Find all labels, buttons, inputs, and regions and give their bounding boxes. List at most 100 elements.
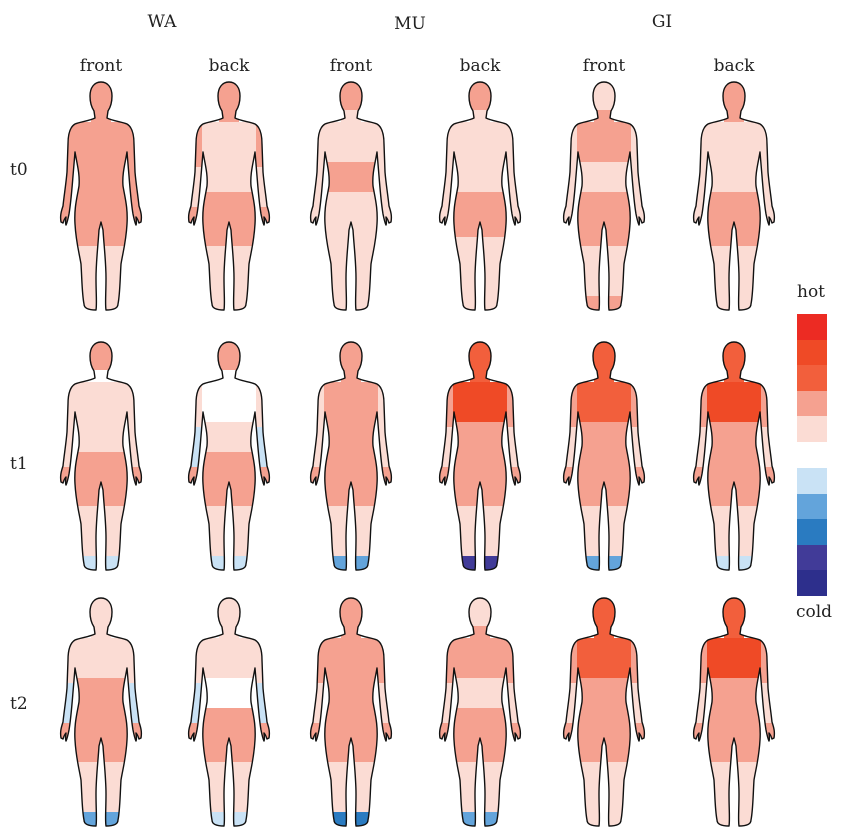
body-outline (692, 341, 776, 571)
region-neck (341, 110, 361, 124)
region-pelvis (450, 452, 510, 497)
region-abdomen (73, 162, 129, 192)
region-chest (706, 382, 762, 422)
region-neck (219, 110, 239, 124)
legend-cold-swatch-2 (797, 519, 827, 545)
region-chest (323, 382, 379, 422)
region-lower-thigh (574, 753, 634, 762)
region-lower-thigh (704, 497, 764, 506)
region-pelvis (71, 192, 131, 237)
region-foot (321, 296, 381, 310)
region-pelvis (574, 192, 634, 237)
body-figure-r1-c0 (59, 341, 143, 571)
body-figure-r1-c3 (438, 341, 522, 571)
region-abdomen (323, 678, 379, 708)
body-outline (562, 81, 646, 311)
body-outline (438, 597, 522, 827)
region-foot (450, 556, 510, 570)
region-chest (576, 638, 632, 678)
region-foot (574, 812, 634, 826)
region-shin (704, 506, 764, 556)
region-lower-thigh (199, 237, 259, 246)
region-shin (450, 506, 510, 556)
body-figure-r2-c0 (59, 597, 143, 827)
legend-cold-label: cold (795, 602, 833, 622)
region-neck (91, 626, 111, 640)
region-foot (321, 812, 381, 826)
region-neck (91, 370, 111, 384)
view-label-gi-front: front (582, 56, 626, 76)
region-pelvis (321, 192, 381, 237)
region-shin (199, 246, 259, 296)
region-shin (321, 506, 381, 556)
region-lower-thigh (321, 497, 381, 506)
region-chest (576, 382, 632, 422)
region-shin (71, 246, 131, 296)
region-lower-thigh (71, 237, 131, 246)
region-neck (470, 370, 490, 384)
region-abdomen (201, 678, 257, 708)
region-shin (199, 506, 259, 556)
region-foot (71, 812, 131, 826)
region-shin (704, 246, 764, 296)
region-lower-thigh (574, 237, 634, 246)
legend-hot-swatch-0 (797, 314, 827, 340)
body-outline (309, 341, 393, 571)
legend-cold-swatch-3 (797, 544, 827, 571)
region-lower-thigh (71, 497, 131, 506)
region-neck (341, 370, 361, 384)
legend-hot-swatch-3 (797, 390, 827, 417)
region-foot (71, 296, 131, 310)
region-chest (73, 382, 129, 422)
body-figure-r0-c1 (187, 81, 271, 311)
body-figure-r2-c1 (187, 597, 271, 827)
region-lower-thigh (199, 753, 259, 762)
body-outline (59, 81, 143, 311)
region-neck (724, 370, 744, 384)
region-abdomen (201, 162, 257, 192)
row-label-t1: t1 (10, 454, 28, 474)
region-shin (321, 246, 381, 296)
body-outline (562, 597, 646, 827)
region-lower-thigh (450, 497, 510, 506)
region-chest (323, 122, 379, 162)
region-neck (724, 626, 744, 640)
region-shin (450, 246, 510, 296)
region-lower-thigh (321, 237, 381, 246)
region-shin (704, 762, 764, 812)
body-outline (438, 81, 522, 311)
legend-hot-swatch-4 (797, 416, 827, 442)
region-neck (470, 110, 490, 124)
region-pelvis (450, 708, 510, 753)
region-abdomen (201, 422, 257, 452)
region-abdomen (452, 422, 508, 452)
region-abdomen (576, 678, 632, 708)
body-outline (187, 341, 271, 571)
region-abdomen (576, 162, 632, 192)
region-foot (704, 556, 764, 570)
region-neck (219, 626, 239, 640)
region-lower-thigh (704, 237, 764, 246)
group-label-wa: WA (147, 12, 177, 32)
body-figure-r2-c5 (692, 597, 776, 827)
legend-cold-swatch-4 (797, 570, 827, 596)
region-chest (576, 122, 632, 162)
body-outline (187, 81, 271, 311)
region-pelvis (71, 452, 131, 497)
legend-cold-swatch-1 (797, 493, 827, 520)
region-foot (574, 556, 634, 570)
view-label-gi-back: back (713, 56, 755, 76)
region-neck (594, 626, 614, 640)
region-shin (574, 506, 634, 556)
region-abdomen (706, 422, 762, 452)
region-shin (71, 762, 131, 812)
body-figure-r0-c0 (59, 81, 143, 311)
legend-cold-swatch-0 (797, 468, 827, 494)
region-shin (321, 762, 381, 812)
legend-hot-swatch-2 (797, 365, 827, 391)
region-abdomen (452, 678, 508, 708)
body-figure-r1-c4 (562, 341, 646, 571)
legend-hot-label: hot (796, 282, 826, 302)
region-lower-thigh (199, 497, 259, 506)
